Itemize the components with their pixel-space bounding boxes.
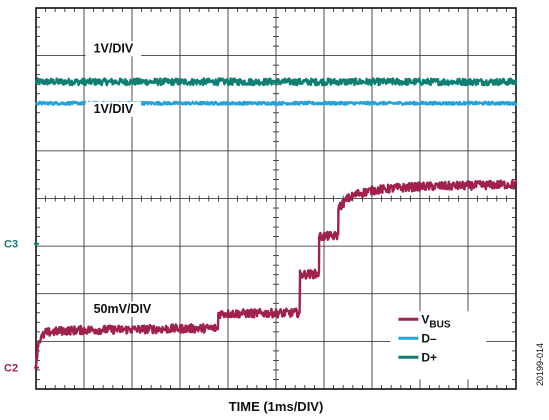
scale-annotation-bg	[85, 41, 142, 57]
scale-annotation-bg	[85, 101, 142, 117]
scale-annotation: 1V/DIV	[94, 41, 134, 55]
figure-id: 20199-014	[535, 343, 545, 386]
legend-entry: D+	[421, 350, 437, 364]
channel-marker-c3: C3	[4, 239, 18, 251]
trace-v-bus	[34, 179, 518, 366]
x-axis-label: TIME (1ms/DIV)	[229, 399, 324, 414]
scope-annotations: 1V/DIV 1V/DIV 50mV/DIV	[85, 41, 160, 317]
scale-annotation: 1V/DIV	[94, 102, 134, 116]
trace-d	[34, 77, 518, 87]
legend-entry: D–	[421, 331, 437, 345]
legend-box	[390, 311, 487, 380]
channel-markers: C3 C2	[4, 239, 39, 375]
scale-annotation-bg	[85, 301, 160, 317]
channel-marker-c2: C2	[4, 363, 18, 375]
scale-annotation: 50mV/DIV	[94, 302, 152, 316]
legend-entry: VBUS	[421, 312, 450, 330]
